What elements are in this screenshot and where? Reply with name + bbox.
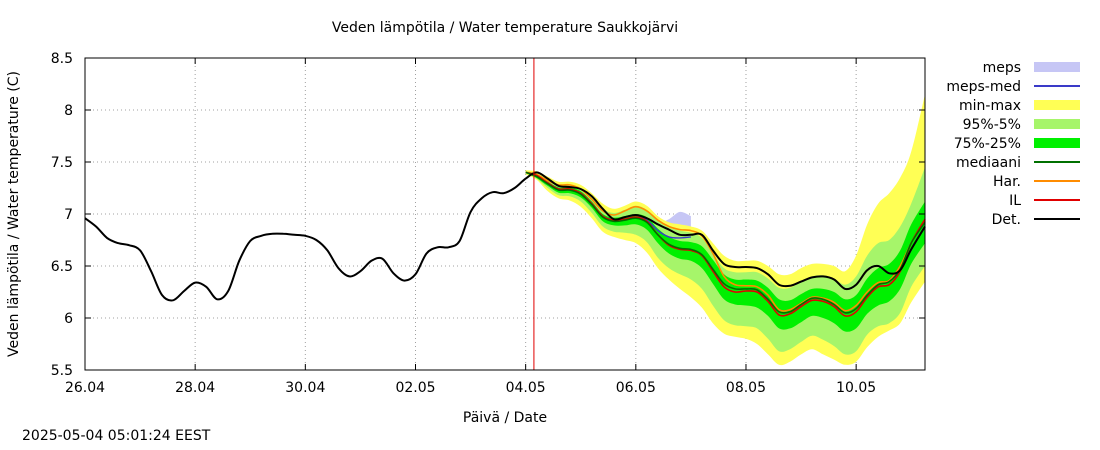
x-tick-label: 06.05 <box>616 380 656 396</box>
chart-title: Veden lämpötila / Water temperature Sauk… <box>332 20 678 36</box>
legend-label: 95%-5% <box>963 117 1021 133</box>
legend-label: meps <box>983 60 1021 76</box>
x-axis-label: Päivä / Date <box>463 410 547 426</box>
generated-timestamp: 2025-05-04 05:01:24 EEST <box>22 428 211 444</box>
series-line-det- <box>84 171 926 302</box>
legend-label: Har. <box>993 174 1021 190</box>
x-tick-label: 02.05 <box>395 380 435 396</box>
legend-swatch <box>1034 62 1080 72</box>
x-tick-label: 04.05 <box>506 380 546 396</box>
y-tick-label: 7.5 <box>51 155 73 171</box>
bands <box>525 94 925 366</box>
y-tick-label: 6 <box>64 311 73 327</box>
legend-swatch <box>1034 119 1080 129</box>
x-tick-label: 10.05 <box>836 380 876 396</box>
y-tick-label: 5.5 <box>51 363 73 379</box>
x-tick-label: 30.04 <box>285 380 325 396</box>
y-tick-label: 8.5 <box>51 51 73 67</box>
band-75-25- <box>525 171 925 332</box>
legend-label: meps-med <box>946 79 1021 95</box>
y-tick-label: 7 <box>64 207 73 223</box>
x-tick-label: 28.04 <box>175 380 215 396</box>
y-tick-label: 8 <box>64 103 73 119</box>
x-axis-ticks: 26.04 28.04 30.04 02.05 04.05 06.05 08.05 10.05 <box>65 58 876 396</box>
legend-label: IL <box>1009 193 1021 209</box>
legend-swatch <box>1034 100 1080 110</box>
legend: meps meps-med min-max 95%-5% 75%-25% mediaani… <box>946 60 1080 228</box>
y-axis-label: Veden lämpötila / Water temperature (C) <box>6 71 22 357</box>
legend-swatch <box>1034 138 1080 148</box>
legend-label: min-max <box>959 98 1021 114</box>
x-tick-label: 08.05 <box>726 380 766 396</box>
y-tick-label: 6.5 <box>51 259 73 275</box>
legend-label: mediaani <box>956 155 1021 171</box>
legend-label: Det. <box>992 212 1021 228</box>
legend-label: 75%-25% <box>954 136 1021 152</box>
y-axis-ticks: 5.5 6 6.5 7 7.5 8 8.5 <box>51 51 925 379</box>
series <box>84 171 926 317</box>
series-line-mediaani <box>525 171 926 314</box>
series-line-har- <box>525 171 926 312</box>
x-tick-label: 26.04 <box>65 380 105 396</box>
